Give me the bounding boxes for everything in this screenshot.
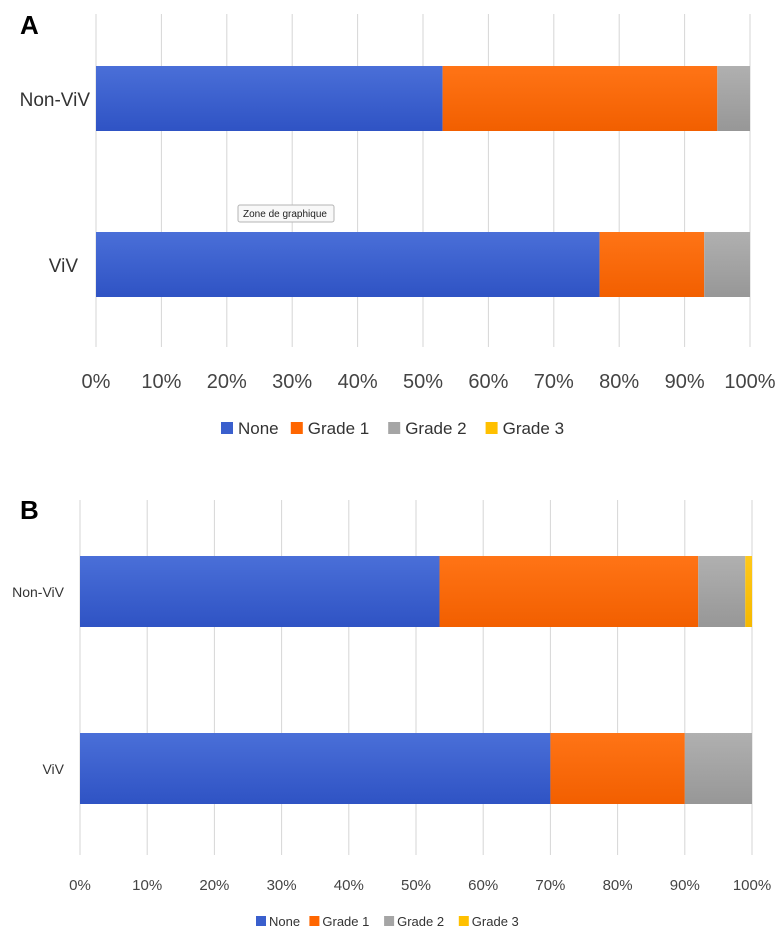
panel-b-bar-non-viv-grade-1 — [439, 556, 699, 627]
panel-b-x-tick-60: 60% — [468, 877, 498, 894]
panel-b-category-label-viv: ViV — [42, 761, 64, 777]
panel-a-bar-non-viv-none — [96, 66, 443, 131]
panel-b-bar-viv-grade-2 — [684, 733, 752, 804]
panel-a-x-tick-30: 30% — [272, 371, 312, 393]
panel-a-legend-swatch-grade-3 — [485, 422, 498, 434]
panel-b-legend-label-grade-1: Grade 1 — [322, 914, 369, 929]
panel-a-gridlines — [95, 14, 751, 347]
panel-a-legend-label-grade-3: Grade 3 — [503, 419, 564, 438]
panel-a: A Non-ViV ViV 0% 10% 20% 30% 40% 50% 60% 70% 80%… — [20, 10, 776, 438]
panel-a-tooltip: Zone de graphique — [237, 204, 335, 223]
panel-a-x-tick-0: 0% — [82, 371, 111, 393]
panel-b-x-tick-50: 50% — [401, 877, 431, 894]
panel-b-x-tick-0: 0% — [69, 877, 91, 894]
panel-b-bar-non-viv-none — [80, 556, 440, 627]
panel-b-x-tick-labels: 0% 10% 20% 30% 40% 50% 60% 70% 80% 90% 100% — [69, 877, 771, 894]
panel-a-x-tick-20: 20% — [207, 371, 247, 393]
panel-a-x-tick-90: 90% — [665, 371, 705, 393]
panel-a-letter: A — [20, 10, 39, 40]
panel-b-legend-swatch-none — [256, 916, 266, 926]
panel-a-bar-viv-grade-2 — [704, 232, 750, 297]
panel-b-legend-swatch-grade-1 — [309, 916, 320, 926]
panel-b: B Non-ViV ViV 0% 10% 20% 30% 40% 50% 60% 70% 80%… — [12, 495, 771, 929]
panel-a-x-tick-40: 40% — [338, 371, 378, 393]
panel-b-legend-swatch-grade-2 — [384, 916, 395, 926]
panel-b-legend-swatch-grade-3 — [458, 916, 469, 926]
panel-a-legend-swatch-grade-2 — [388, 422, 401, 434]
panel-a-x-tick-70: 70% — [534, 371, 574, 393]
panel-b-letter: B — [20, 495, 39, 525]
panel-a-legend-label-none: None — [238, 419, 279, 438]
panel-a-bars — [96, 66, 750, 297]
panel-a-x-tick-60: 60% — [468, 371, 508, 393]
panel-a-tooltip-text: Zone de graphique — [243, 209, 327, 220]
panel-a-x-tick-100: 100% — [724, 371, 775, 393]
panel-a-category-label-non-viv: Non-ViV — [20, 90, 91, 111]
panel-a-bar-non-viv-grade-1 — [442, 66, 718, 131]
panel-b-x-tick-100: 100% — [733, 877, 771, 894]
panel-b-x-tick-40: 40% — [334, 877, 364, 894]
panel-a-x-tick-50: 50% — [403, 371, 443, 393]
panel-a-x-tick-80: 80% — [599, 371, 639, 393]
panel-b-bar-viv-grade-1 — [550, 733, 685, 804]
panel-b-x-tick-10: 10% — [132, 877, 162, 894]
panel-b-x-tick-70: 70% — [535, 877, 565, 894]
panel-a-legend-swatch-grade-1 — [290, 422, 303, 434]
panel-a-x-tick-labels: 0% 10% 20% 30% 40% 50% 60% 70% 80% 90% 100% — [82, 371, 776, 393]
panel-b-x-tick-30: 30% — [267, 877, 297, 894]
panel-b-legend-label-none: None — [269, 914, 300, 929]
panel-b-x-tick-80: 80% — [603, 877, 633, 894]
panel-b-category-label-non-viv: Non-ViV — [12, 584, 65, 600]
panel-b-bar-viv-none — [80, 733, 551, 804]
panel-a-bar-viv-none — [96, 232, 600, 297]
panel-a-tooltip-box — [237, 204, 335, 223]
panel-a-bar-non-viv-grade-2 — [717, 66, 750, 131]
panel-a-legend-label-grade-2: Grade 2 — [405, 419, 466, 438]
panel-a-legend: None Grade 1 Grade 2 Grade 3 — [221, 419, 564, 438]
panel-b-bar-non-viv-grade-3 — [745, 556, 752, 627]
panel-b-legend: None Grade 1 Grade 2 Grade 3 — [256, 914, 519, 929]
panel-b-x-tick-20: 20% — [199, 877, 229, 894]
panel-a-legend-label-grade-1: Grade 1 — [308, 419, 369, 438]
panel-a-legend-swatch-none — [221, 422, 233, 434]
panel-a-x-tick-10: 10% — [141, 371, 181, 393]
panel-a-bar-viv-grade-1 — [599, 232, 705, 297]
panel-a-category-label-viv: ViV — [49, 256, 79, 277]
panel-b-bar-non-viv-grade-2 — [698, 556, 746, 627]
panel-b-legend-label-grade-3: Grade 3 — [472, 914, 519, 929]
panel-b-x-tick-90: 90% — [670, 877, 700, 894]
panel-b-legend-label-grade-2: Grade 2 — [397, 914, 444, 929]
panel-b-bars — [80, 556, 752, 804]
